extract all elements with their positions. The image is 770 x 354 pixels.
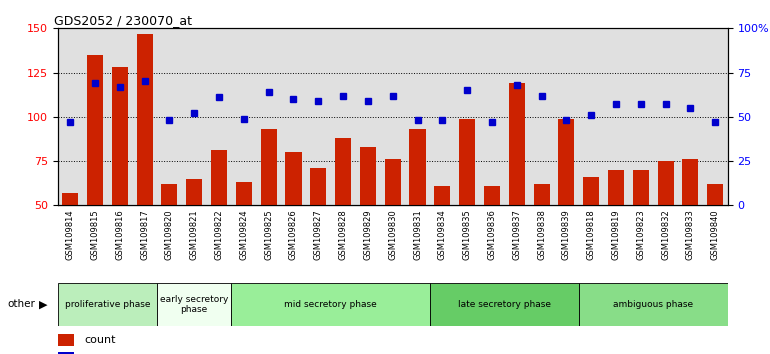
Text: GSM109826: GSM109826	[289, 209, 298, 260]
Bar	[335, 138, 351, 205]
Bar	[162, 184, 177, 205]
Bar	[608, 170, 624, 205]
Bar	[286, 152, 302, 205]
Bar	[583, 177, 599, 205]
Text: early secretory
phase: early secretory phase	[160, 295, 229, 314]
Bar	[434, 186, 450, 205]
Bar	[62, 193, 79, 205]
Bar	[682, 159, 698, 205]
Text: GDS2052 / 230070_at: GDS2052 / 230070_at	[55, 14, 192, 27]
Bar	[410, 129, 426, 205]
Text: GSM109835: GSM109835	[463, 209, 472, 260]
Bar	[260, 129, 276, 205]
Bar	[534, 184, 550, 205]
Text: GSM109840: GSM109840	[711, 209, 720, 260]
Bar	[157, 283, 232, 326]
Text: ambiguous phase: ambiguous phase	[613, 300, 693, 309]
Text: GSM109817: GSM109817	[140, 209, 149, 260]
Text: GSM109815: GSM109815	[90, 209, 99, 260]
Text: GSM109839: GSM109839	[562, 209, 571, 260]
Text: GSM109823: GSM109823	[636, 209, 645, 260]
Bar	[211, 150, 227, 205]
Text: ▶: ▶	[38, 299, 47, 309]
Text: GSM109833: GSM109833	[686, 209, 695, 260]
Text: other: other	[8, 299, 35, 309]
Text: GSM109831: GSM109831	[413, 209, 422, 260]
Text: late secretory phase: late secretory phase	[458, 300, 551, 309]
Text: GSM109814: GSM109814	[65, 209, 75, 260]
Bar	[385, 159, 400, 205]
Bar	[186, 179, 203, 205]
Bar	[658, 161, 674, 205]
Text: GSM109828: GSM109828	[339, 209, 347, 260]
Bar	[58, 352, 75, 354]
Text: GSM109822: GSM109822	[215, 209, 223, 260]
Bar	[509, 83, 525, 205]
Text: proliferative phase: proliferative phase	[65, 300, 150, 309]
Text: GSM109816: GSM109816	[116, 209, 124, 260]
Bar	[430, 283, 579, 326]
Text: GSM109830: GSM109830	[388, 209, 397, 260]
Text: GSM109821: GSM109821	[189, 209, 199, 260]
Bar	[236, 182, 252, 205]
Text: GSM109829: GSM109829	[363, 209, 373, 260]
Text: GSM109820: GSM109820	[165, 209, 174, 260]
Bar	[484, 186, 500, 205]
Bar	[558, 119, 574, 205]
Bar	[232, 283, 430, 326]
Text: GSM109824: GSM109824	[239, 209, 249, 260]
Text: GSM109819: GSM109819	[611, 209, 621, 260]
Bar	[58, 283, 157, 326]
Text: GSM109827: GSM109827	[313, 209, 323, 260]
Bar	[87, 55, 103, 205]
Bar	[112, 67, 128, 205]
Bar	[136, 34, 152, 205]
Bar	[310, 168, 326, 205]
Text: GSM109838: GSM109838	[537, 209, 546, 260]
Bar	[579, 283, 728, 326]
Text: GSM109832: GSM109832	[661, 209, 670, 260]
Text: GSM109818: GSM109818	[587, 209, 596, 260]
Text: GSM109836: GSM109836	[487, 209, 497, 260]
Bar	[459, 119, 475, 205]
Text: GSM109825: GSM109825	[264, 209, 273, 260]
Bar	[633, 170, 649, 205]
Bar	[58, 334, 75, 346]
Text: GSM109834: GSM109834	[438, 209, 447, 260]
Text: count: count	[85, 335, 116, 345]
Bar	[360, 147, 376, 205]
Text: GSM109837: GSM109837	[512, 209, 521, 260]
Bar	[707, 184, 723, 205]
Text: mid secretory phase: mid secretory phase	[284, 300, 377, 309]
